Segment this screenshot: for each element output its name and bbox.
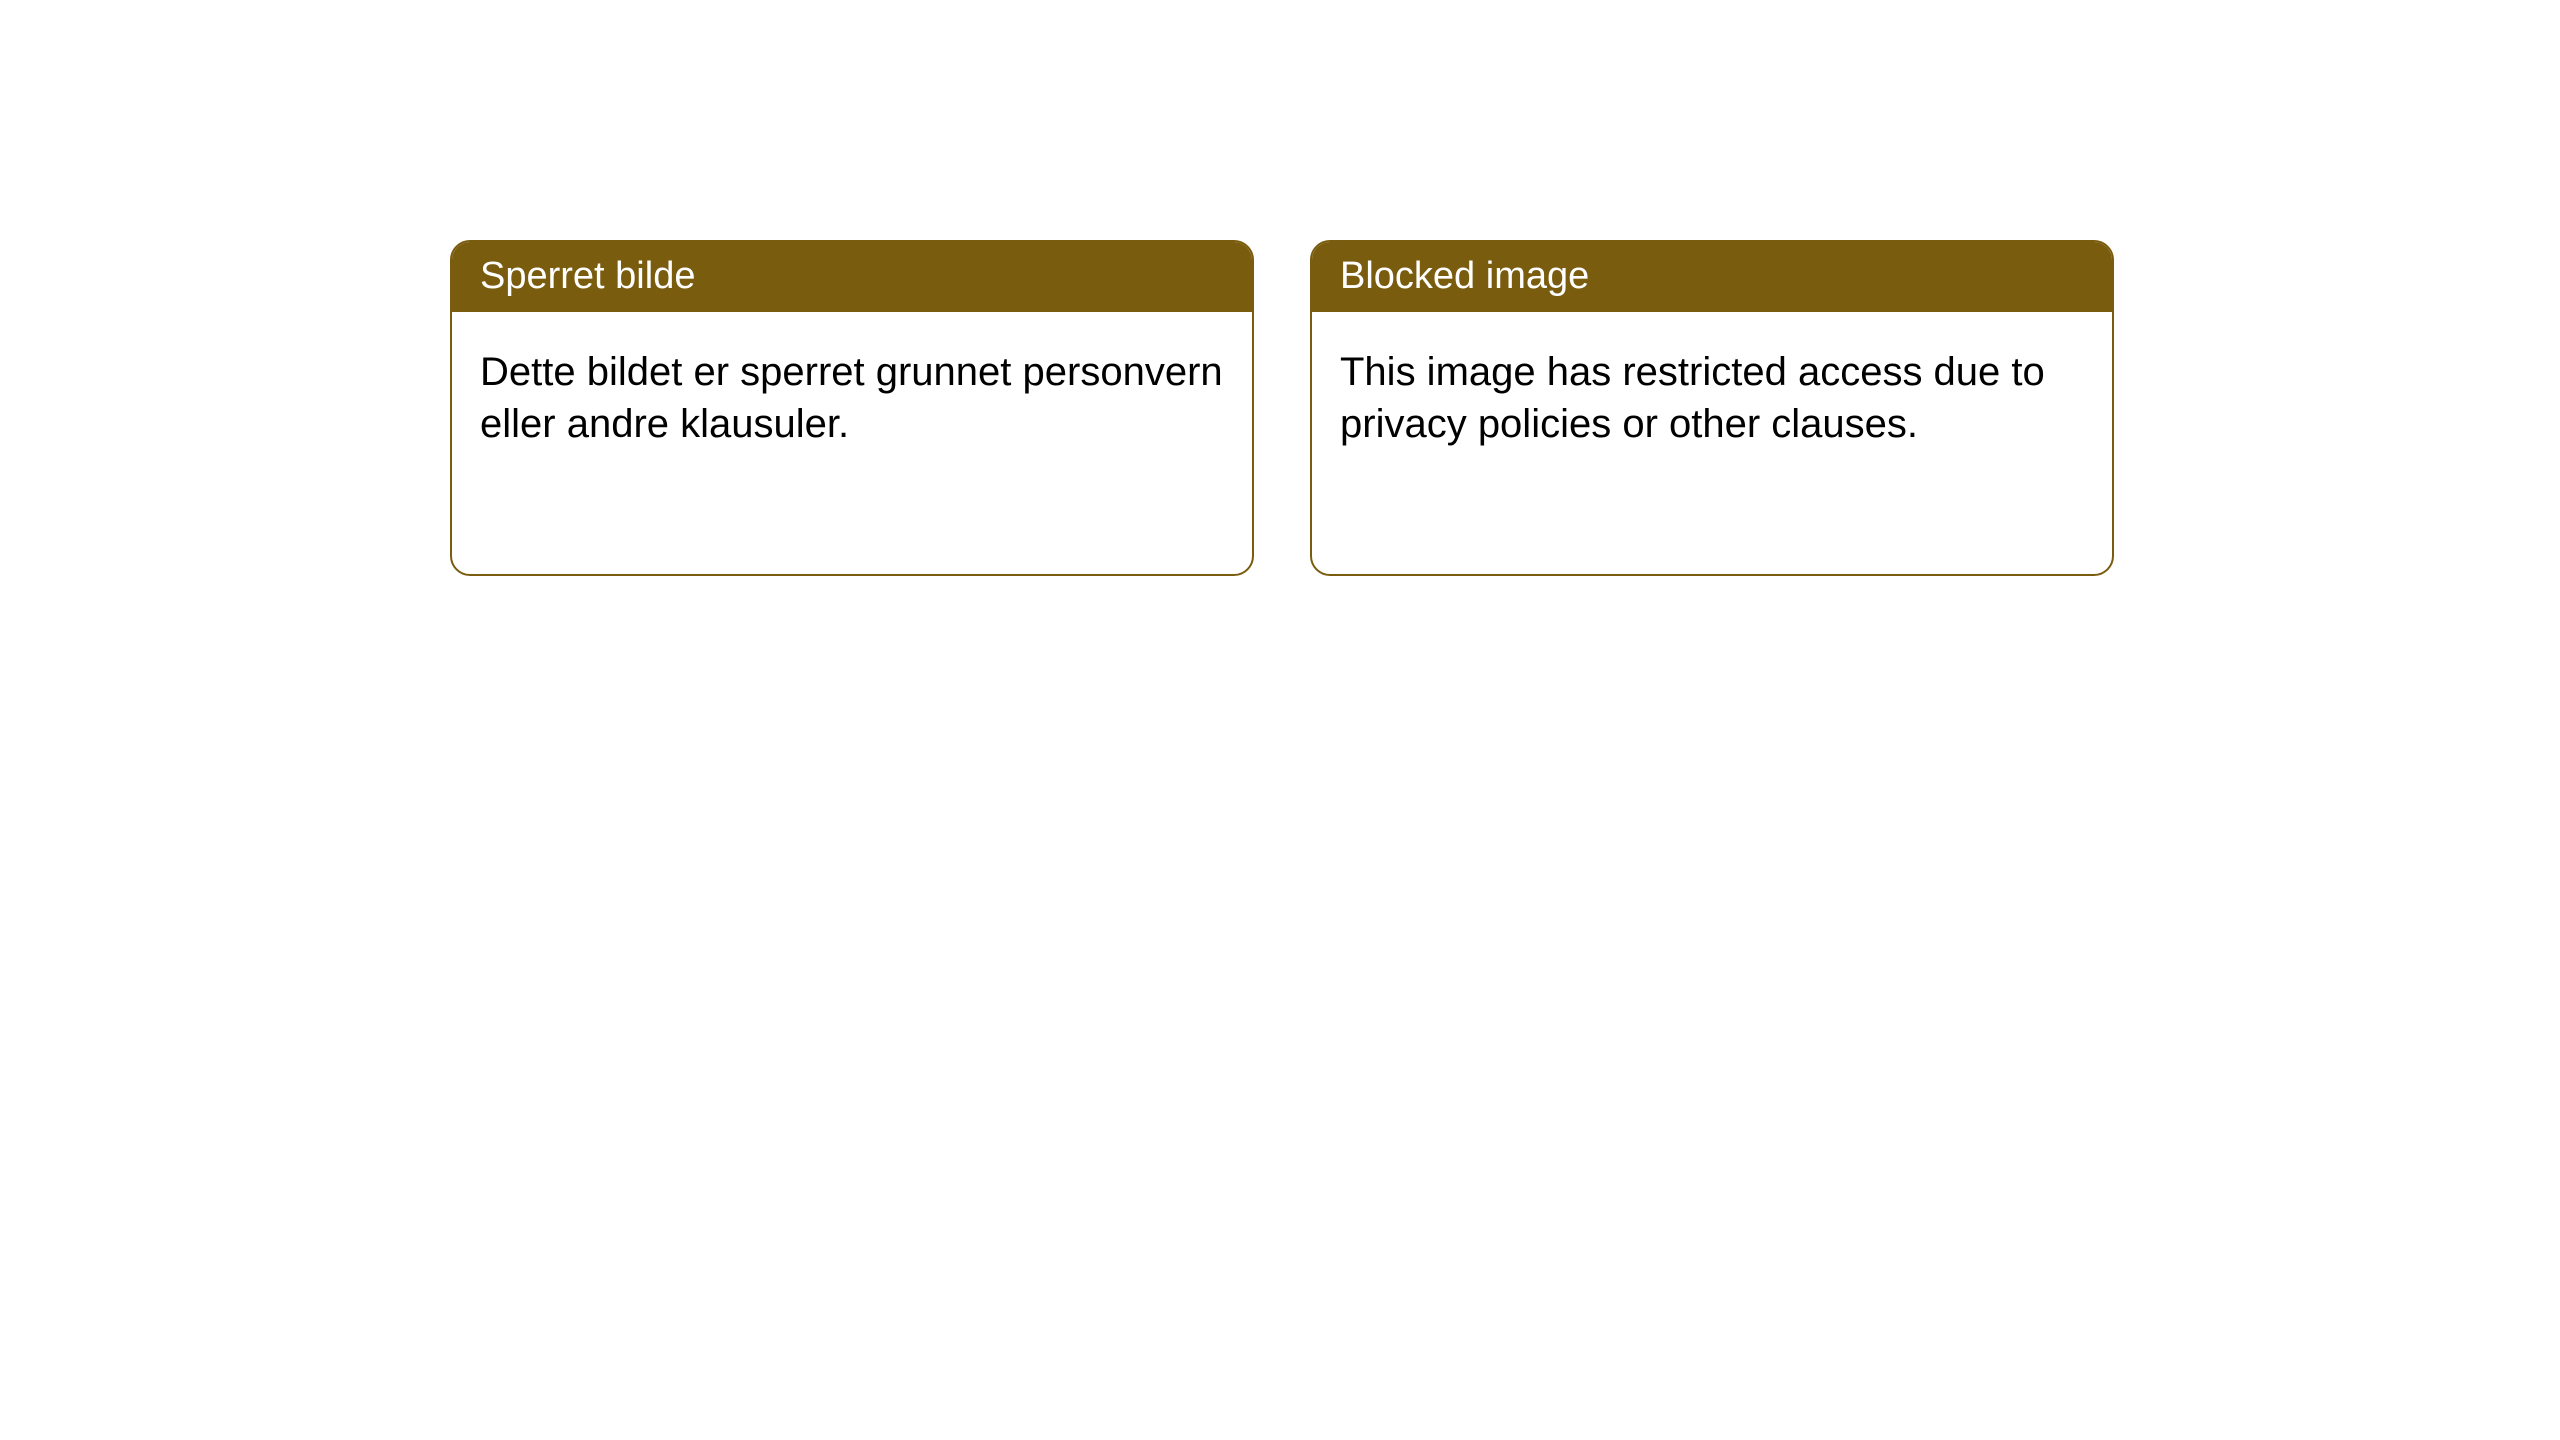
notice-body-text: Dette bildet er sperret grunnet personve… [480, 350, 1223, 446]
notice-body-text: This image has restricted access due to … [1340, 350, 2045, 446]
notice-card-header: Blocked image [1312, 242, 2112, 312]
notice-container: Sperret bilde Dette bildet er sperret gr… [0, 0, 2560, 576]
notice-card-header: Sperret bilde [452, 242, 1252, 312]
notice-card-body: Dette bildet er sperret grunnet personve… [452, 312, 1252, 484]
notice-title: Sperret bilde [480, 255, 695, 297]
notice-card-en: Blocked image This image has restricted … [1310, 240, 2114, 576]
notice-title: Blocked image [1340, 255, 1589, 297]
notice-card-body: This image has restricted access due to … [1312, 312, 2112, 484]
notice-card-no: Sperret bilde Dette bildet er sperret gr… [450, 240, 1254, 576]
